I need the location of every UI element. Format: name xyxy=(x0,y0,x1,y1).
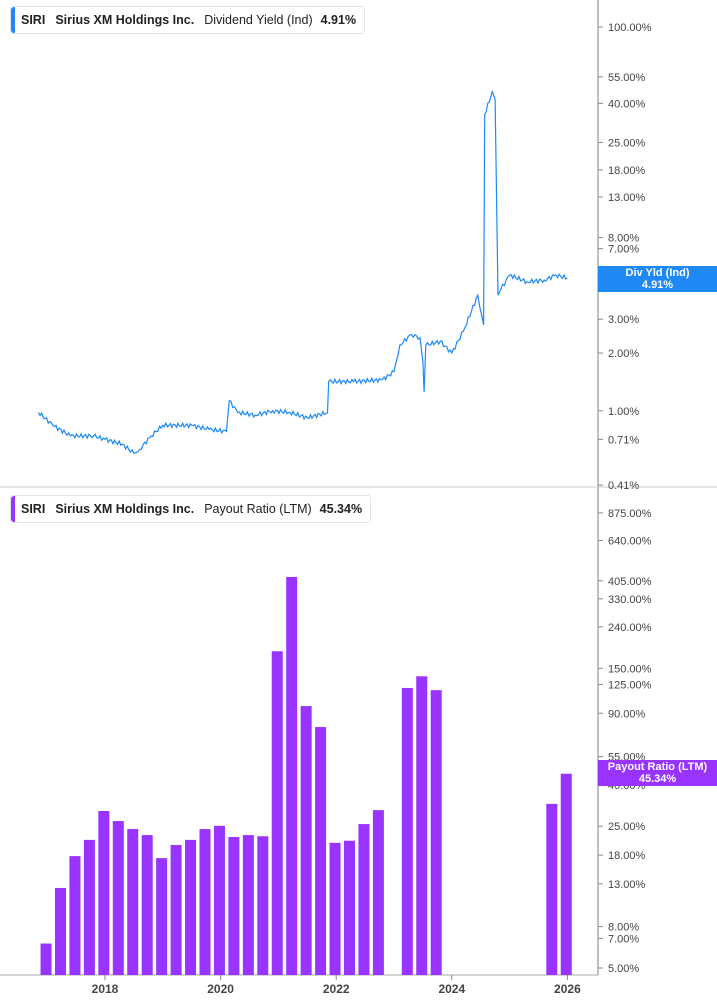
legend-company: Sirius XM Holdings Inc. xyxy=(55,13,195,27)
legend-ticker: SIRI xyxy=(21,502,46,516)
y-tick-label: 7.00% xyxy=(608,244,639,256)
y-tick-label: 640.00% xyxy=(608,535,652,547)
y-tick-label: 25.00% xyxy=(608,138,646,150)
y-tick-label: 55.00% xyxy=(608,72,646,84)
y-tick-label: 13.00% xyxy=(608,192,646,204)
payout-ratio-bar xyxy=(127,829,139,975)
payout-ratio-bar xyxy=(401,687,413,975)
y-tick-label: 25.00% xyxy=(608,821,646,833)
current-value-badge-payout: Payout Ratio (LTM) 45.34% xyxy=(598,760,717,786)
y-tick-label: 8.00% xyxy=(608,232,639,244)
payout-ratio-bar xyxy=(315,727,327,975)
y-tick-label: 405.00% xyxy=(608,576,652,588)
x-tick-label: 2024 xyxy=(438,982,465,996)
payout-ratio-bar xyxy=(560,773,572,975)
payout-ratio-bar xyxy=(185,839,197,975)
y-tick-label: 150.00% xyxy=(608,663,652,675)
payout-ratio-bar xyxy=(54,887,66,975)
x-tick-label: 2018 xyxy=(92,982,119,996)
y-tick-label: 40.00% xyxy=(608,98,646,110)
y-tick-label: 240.00% xyxy=(608,622,652,634)
y-tick-label: 0.71% xyxy=(608,434,639,446)
legend-dividend-yield[interactable]: SIRI Sirius XM Holdings Inc. Dividend Yi… xyxy=(10,6,366,34)
payout-ratio-bar xyxy=(98,810,110,975)
y-tick-label: 8.00% xyxy=(608,922,639,934)
current-value-badge-yield: Div Yld (Ind) 4.91% xyxy=(598,266,717,292)
x-tick-label: 2022 xyxy=(323,982,350,996)
payout-ratio-bar xyxy=(416,676,428,975)
y-tick-label: 18.00% xyxy=(608,165,646,177)
payout-ratio-bar xyxy=(286,576,298,975)
y-tick-label: 1.00% xyxy=(608,406,639,418)
legend-metric: Dividend Yield (Ind) xyxy=(204,13,313,27)
payout-ratio-bar xyxy=(199,829,211,975)
payout-ratio-bar xyxy=(343,840,355,975)
payout-ratio-bar xyxy=(358,824,370,975)
dividend-yield-line xyxy=(37,89,568,455)
badge-value: 45.34% xyxy=(638,773,677,785)
payout-ratio-bar xyxy=(156,858,168,975)
x-tick-label: 2020 xyxy=(207,982,234,996)
y-tick-label: 125.00% xyxy=(608,679,652,691)
legend-company: Sirius XM Holdings Inc. xyxy=(55,502,195,516)
badge-label: Div Yld (Ind) xyxy=(625,267,690,279)
legend-value: 45.34% xyxy=(319,502,363,516)
payout-ratio-bar xyxy=(69,856,81,975)
payout-ratio-bar xyxy=(430,690,442,975)
badge-value: 4.91% xyxy=(641,279,674,291)
y-tick-label: 875.00% xyxy=(608,508,652,520)
payout-ratio-bar xyxy=(546,803,558,975)
payout-ratio-bar xyxy=(112,821,124,975)
payout-ratio-bar xyxy=(228,837,240,975)
y-tick-label: 90.00% xyxy=(608,708,646,720)
y-tick-label: 2.00% xyxy=(608,348,639,360)
payout-ratio-bar xyxy=(372,810,384,975)
series-color-marker xyxy=(11,496,15,522)
legend-metric: Payout Ratio (LTM) xyxy=(204,502,312,516)
payout-ratio-bar xyxy=(329,842,341,975)
payout-ratio-bar xyxy=(213,825,225,975)
x-tick-label: 2026 xyxy=(554,982,581,996)
payout-ratio-bar xyxy=(257,836,269,975)
legend-value: 4.91% xyxy=(320,13,357,27)
y-tick-label: 100.00% xyxy=(608,22,652,34)
payout-ratio-bar xyxy=(170,844,182,975)
y-tick-label: 3.00% xyxy=(608,314,639,326)
legend-payout-ratio[interactable]: SIRI Sirius XM Holdings Inc. Payout Rati… xyxy=(10,495,372,523)
payout-ratio-bar xyxy=(40,943,52,975)
y-tick-label: 0.41% xyxy=(608,480,639,492)
series-color-marker xyxy=(11,7,15,33)
payout-ratio-bar xyxy=(141,835,153,975)
y-tick-label: 18.00% xyxy=(608,850,646,862)
legend-ticker: SIRI xyxy=(21,13,46,27)
y-tick-label: 5.00% xyxy=(608,963,639,975)
badge-label: Payout Ratio (LTM) xyxy=(607,761,708,773)
y-tick-label: 7.00% xyxy=(608,933,639,945)
y-tick-label: 330.00% xyxy=(608,594,652,606)
y-tick-label: 13.00% xyxy=(608,879,646,891)
payout-ratio-bar xyxy=(300,706,312,975)
payout-ratio-bar xyxy=(271,651,283,975)
payout-ratio-bar xyxy=(83,839,95,975)
payout-ratio-bar xyxy=(242,835,254,975)
